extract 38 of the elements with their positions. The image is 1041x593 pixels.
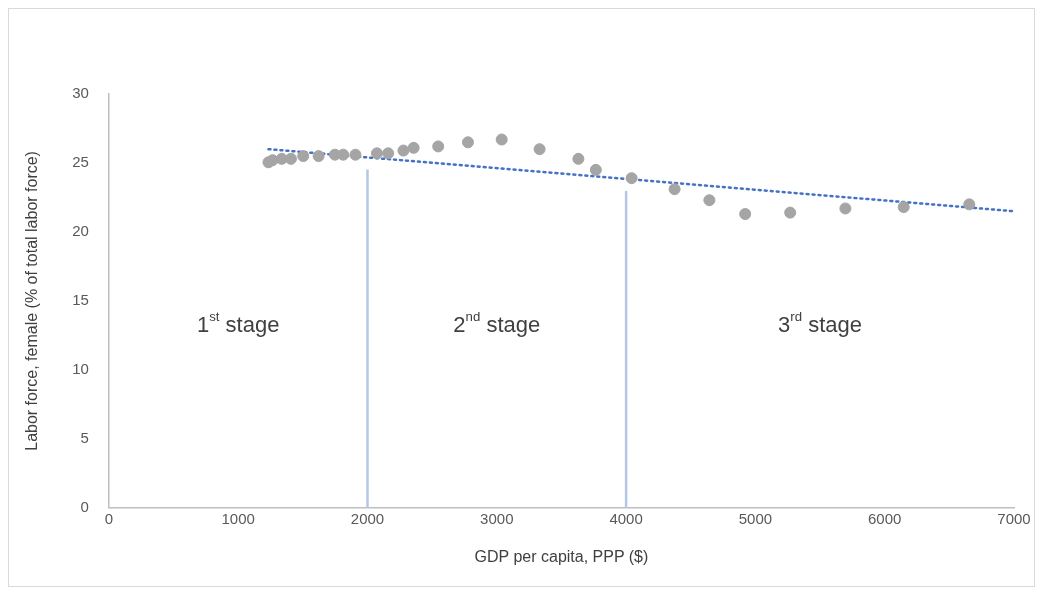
point xyxy=(382,147,395,160)
point xyxy=(703,194,716,207)
x-tick-label: 4000 xyxy=(609,509,643,527)
point xyxy=(625,172,638,185)
point xyxy=(572,152,585,165)
x-tick-label: 3000 xyxy=(480,509,514,527)
point xyxy=(432,140,445,153)
point xyxy=(397,144,410,157)
point xyxy=(407,141,420,154)
point xyxy=(533,143,546,156)
point xyxy=(495,133,508,146)
point xyxy=(963,198,976,211)
y-axis-title: Labor force, female (% of total labor force) xyxy=(23,151,41,451)
x-axis-title: GDP per capita, PPP ($) xyxy=(474,547,649,565)
x-tick-label: 7000 xyxy=(997,509,1031,527)
point xyxy=(839,202,852,215)
point xyxy=(897,201,910,214)
point xyxy=(349,148,362,161)
x-tick-label: 0 xyxy=(104,509,114,527)
point xyxy=(370,147,383,160)
y-tick-label: 5 xyxy=(80,428,89,446)
x-tick-label: 2000 xyxy=(350,509,385,527)
y-tick-label: 30 xyxy=(72,84,89,102)
point xyxy=(784,206,797,219)
y-tick-label: 20 xyxy=(72,222,89,240)
point xyxy=(297,150,310,163)
point xyxy=(668,183,681,196)
y-tick-label: 0 xyxy=(80,497,89,515)
y-tick-label: 25 xyxy=(72,153,89,171)
y-tick-label: 10 xyxy=(72,360,89,378)
point xyxy=(739,208,752,220)
x-tick-label: 1000 xyxy=(221,509,255,527)
point xyxy=(461,136,474,149)
x-tick-label: 5000 xyxy=(738,509,773,527)
y-tick-label: 15 xyxy=(72,291,89,309)
point xyxy=(589,163,602,176)
x-tick-label: 6000 xyxy=(868,509,902,527)
point xyxy=(312,150,325,163)
